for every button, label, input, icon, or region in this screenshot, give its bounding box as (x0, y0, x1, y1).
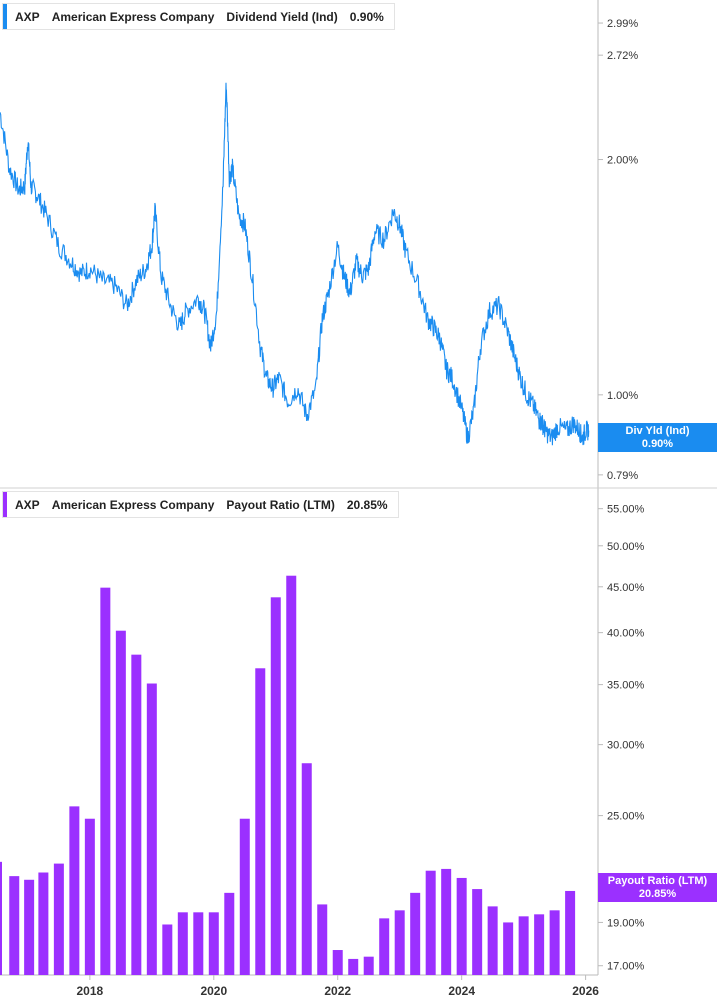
payout-bar (84, 818, 95, 975)
top-legend-metric: Dividend Yield (Ind) (226, 9, 338, 24)
x-tick-label: 2018 (77, 984, 104, 998)
top-legend-ticker: AXP (15, 9, 40, 24)
payout-bar (0, 861, 2, 975)
payout-bar (518, 916, 529, 975)
payout-y-tick-label: 45.00% (607, 582, 645, 594)
payout-bar (38, 872, 49, 975)
x-tick-label: 2020 (200, 984, 227, 998)
bottom-legend-ticker: AXP (15, 497, 40, 512)
x-tick-label: 2024 (448, 984, 475, 998)
bottom-legend-value: 20.85% (346, 497, 388, 512)
payout-bar (255, 668, 266, 975)
payout-bar (472, 889, 483, 975)
payout-bar (115, 630, 126, 975)
bottom-legend-company: American Express Company (51, 497, 215, 512)
bottom-tag-label: Payout Ratio (LTM) (607, 875, 708, 887)
yield-y-tick-label: 0.79% (607, 470, 638, 482)
payout-bar (193, 912, 204, 975)
bottom-legend-swatch (3, 492, 7, 517)
bottom-tag-value: 20.85% (638, 888, 677, 900)
top-legend-value: 0.90% (349, 9, 384, 24)
top-legend-swatch (3, 4, 7, 29)
bottom-value-tag: Payout Ratio (LTM) 20.85% (598, 873, 717, 902)
payout-bar (534, 914, 545, 975)
payout-bar (565, 890, 576, 975)
top-tag-label: Div Yld (Ind) (625, 425, 690, 437)
payout-bar (363, 956, 374, 975)
payout-bar (9, 876, 20, 975)
payout-y-tick-label: 40.00% (607, 628, 645, 640)
top-value-tag: Div Yld (Ind) 0.90% (598, 423, 717, 452)
payout-bar (379, 918, 390, 975)
payout-bar (270, 597, 281, 975)
dividend-yield-line (0, 82, 590, 446)
payout-bar (208, 912, 219, 975)
top-legend-company: American Express Company (51, 9, 215, 24)
payout-bar (177, 912, 188, 975)
payout-y-tick-label: 19.00% (607, 917, 645, 929)
payout-y-tick-label: 35.00% (607, 680, 645, 692)
payout-bar (53, 863, 64, 975)
payout-bar (456, 877, 467, 975)
payout-y-tick-label: 50.00% (607, 541, 645, 553)
payout-bar (24, 879, 35, 975)
x-tick-label: 2022 (324, 984, 351, 998)
yield-y-tick-label: 1.00% (607, 390, 638, 402)
yield-y-tick-label: 2.99% (607, 18, 638, 30)
payout-bar (425, 870, 436, 975)
payout-bar (69, 806, 80, 975)
top-legend: AXP American Express Company Dividend Yi… (2, 3, 395, 30)
payout-bar (394, 910, 405, 975)
yield-y-tick-label: 2.00% (607, 155, 638, 167)
bottom-legend-metric: Payout Ratio (LTM) (226, 497, 335, 512)
payout-y-tick-label: 30.00% (607, 740, 645, 752)
x-tick-label: 2026 (572, 984, 599, 998)
payout-bar (286, 575, 297, 975)
payout-bar (332, 950, 343, 975)
payout-bar (131, 654, 142, 975)
payout-bar (503, 922, 514, 975)
payout-bar (100, 587, 111, 975)
payout-bar (224, 892, 235, 975)
payout-bar (410, 892, 421, 975)
payout-y-tick-label: 17.00% (607, 961, 645, 973)
payout-bar (162, 924, 173, 975)
payout-bar (301, 763, 312, 975)
payout-y-tick-label: 55.00% (607, 504, 645, 516)
payout-y-tick-label: 25.00% (607, 811, 645, 823)
bottom-legend: AXP American Express Company Payout Rati… (2, 491, 399, 518)
top-tag-value: 0.90% (641, 438, 674, 450)
payout-bar (348, 958, 359, 975)
payout-bar (239, 818, 250, 975)
payout-bar (441, 868, 452, 975)
payout-bar (549, 910, 560, 975)
payout-bar (317, 904, 328, 975)
yield-y-tick-label: 2.72% (607, 50, 638, 62)
payout-bar (146, 683, 157, 975)
payout-bar (487, 906, 498, 975)
